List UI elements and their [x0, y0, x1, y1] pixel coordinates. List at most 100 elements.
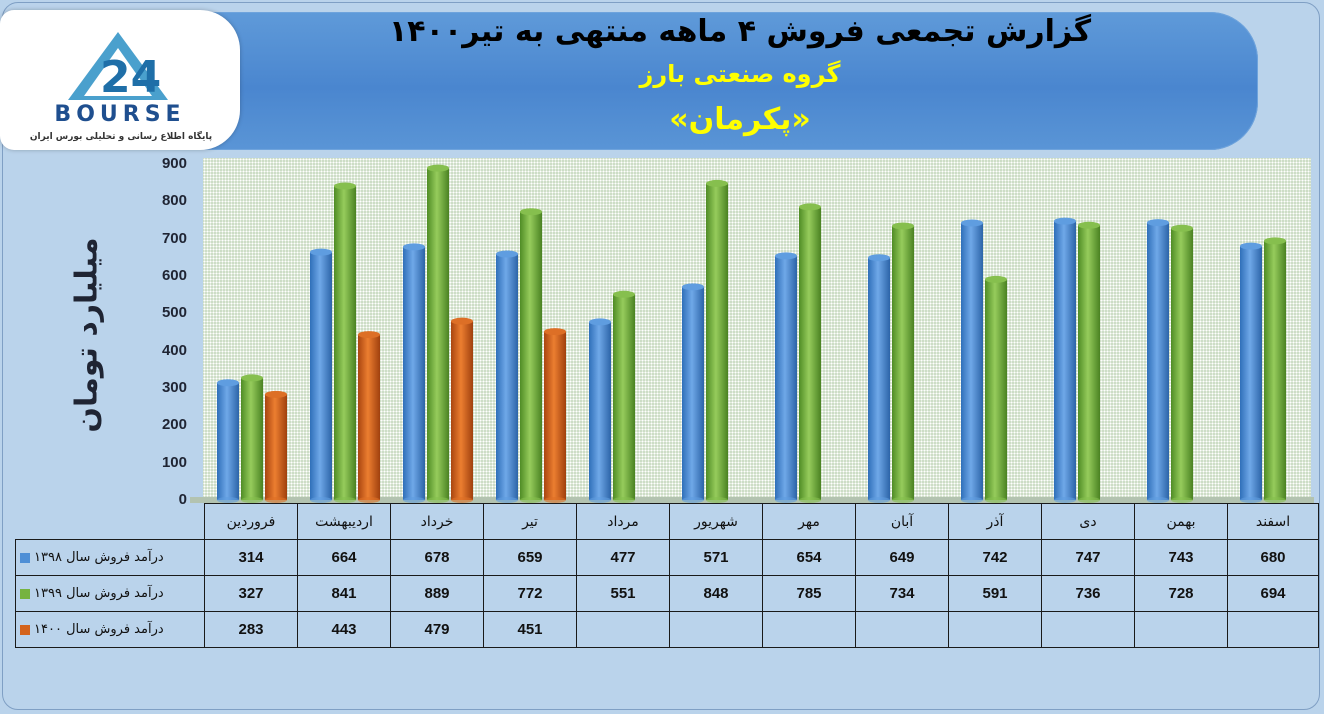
data-label: 551: [576, 575, 670, 612]
data-label: [1041, 611, 1135, 648]
title-banner: [110, 12, 1258, 150]
bar-1399: [1078, 221, 1100, 503]
legend-swatch-icon: [20, 552, 30, 563]
bourse-logo: 24 BOURSE پایگاه اطلاع رسانی و تحلیلی بو…: [0, 10, 240, 150]
legend-swatch-icon: [20, 624, 30, 635]
data-label: 664: [297, 539, 391, 576]
legend-label: درآمد فروش سال ۱۴۰۰: [34, 622, 164, 637]
bar-1400: [544, 328, 566, 503]
bar-1398: [589, 318, 611, 503]
logo-tagline: پایگاه اطلاع رسانی و تحلیلی بورس ایران: [29, 132, 213, 142]
legend-entry: درآمد فروش سال ۱۳۹۹: [15, 575, 205, 612]
legend-label: درآمد فروش سال ۱۳۹۸: [34, 550, 164, 565]
bar-1398: [217, 379, 239, 503]
bar-1399: [520, 208, 542, 503]
data-label: 571: [669, 539, 763, 576]
data-label: 747: [1041, 539, 1135, 576]
data-label: 728: [1134, 575, 1228, 612]
y-tick-label: 500: [161, 304, 187, 322]
data-label: [669, 611, 763, 648]
data-label: 743: [1134, 539, 1228, 576]
table-row: درآمد فروش سال ۱۳۹۹ 327 841 889 772 551 848 785…: [15, 575, 1319, 612]
bar-1398: [1147, 219, 1169, 503]
data-label: [576, 611, 670, 648]
data-label: [855, 611, 949, 648]
bar-1400: [265, 390, 287, 503]
data-label: 327: [204, 575, 298, 612]
y-tick-label: 300: [161, 379, 187, 396]
data-label: 659: [483, 539, 577, 576]
table-corner: [15, 503, 205, 540]
data-label: 680: [1227, 539, 1319, 576]
data-label: 477: [576, 539, 670, 576]
x-tick-label: بهمن: [1134, 503, 1228, 540]
bar-1399: [334, 182, 356, 503]
bar-1398: [496, 250, 518, 503]
data-label: 591: [948, 575, 1042, 612]
data-label: 694: [1227, 575, 1319, 612]
bar-1399: [892, 222, 914, 503]
bar-1399: [1171, 224, 1193, 503]
data-label: 654: [762, 539, 856, 576]
bar-1398: [1240, 242, 1262, 503]
y-tick-label: 700: [161, 229, 187, 247]
bar-1399: [1264, 237, 1286, 503]
bar-1399: [706, 179, 728, 503]
x-tick-label: اردیبهشت: [297, 503, 391, 540]
y-tick-label: 600: [161, 267, 187, 284]
bar-1398: [961, 219, 983, 503]
bar-1399: [985, 275, 1007, 503]
data-label: 734: [855, 575, 949, 612]
legend-swatch-icon: [20, 588, 30, 599]
data-label: 889: [390, 575, 484, 612]
data-label: 848: [669, 575, 763, 612]
bar-1399: [799, 203, 821, 503]
x-tick-label: مرداد: [576, 503, 670, 540]
x-tick-label: اسفند: [1227, 503, 1319, 540]
data-label: 841: [297, 575, 391, 612]
data-label: 742: [948, 539, 1042, 576]
data-label: [1134, 611, 1228, 648]
x-tick-label: مهر: [762, 503, 856, 540]
y-tick-label: 100: [161, 453, 187, 471]
x-tick-label: آبان: [855, 503, 949, 540]
x-tick-label: فروردین: [204, 503, 298, 540]
y-tick-label: 800: [161, 192, 187, 210]
legend-entry: درآمد فروش سال ۱۳۹۸: [15, 539, 205, 576]
chart-subtitle-company: «پکرمان»: [669, 102, 811, 137]
bar-1399: [241, 374, 263, 503]
bar-1398: [868, 254, 890, 503]
table-header-row: فروردین اردیبهشت خرداد تیر مرداد شهریور مهر آبا…: [15, 503, 1319, 540]
chart-subtitle-group: گروه صنعتی بارز: [639, 60, 841, 88]
y-tick-label: 0: [178, 491, 187, 508]
data-label: [948, 611, 1042, 648]
legend-entry: درآمد فروش سال ۱۴۰۰: [15, 611, 205, 648]
x-tick-label: آذر: [948, 503, 1042, 540]
x-tick-label: شهریور: [669, 503, 763, 540]
logo-mark-icon: 24: [68, 32, 168, 103]
data-label: 772: [483, 575, 577, 612]
data-label: 443: [297, 611, 391, 648]
x-tick-label: خرداد: [390, 503, 484, 540]
chart-title: گزارش تجمعی فروش ۴ ماهه منتهی به تیر۱۴۰۰: [388, 14, 1092, 49]
table-row: درآمد فروش سال ۱۳۹۸ 314 664 678 659 477 571 654…: [15, 539, 1319, 576]
chart-floor: [190, 497, 1314, 503]
y-tick-label: 200: [161, 416, 187, 434]
x-tick-label: دی: [1041, 503, 1135, 540]
table-row: درآمد فروش سال ۱۴۰۰ 283 443 479 451: [15, 611, 1319, 648]
data-label: 451: [483, 611, 577, 648]
data-label: [762, 611, 856, 648]
data-label: [1227, 611, 1319, 648]
y-tick-label: 900: [161, 155, 187, 172]
legend-label: درآمد فروش سال ۱۳۹۹: [34, 586, 164, 601]
data-label: 283: [204, 611, 298, 648]
data-label: 314: [204, 539, 298, 576]
bar-1398: [310, 248, 332, 503]
bar-1399: [427, 164, 449, 503]
bar-1398: [403, 243, 425, 503]
svg-text:24: 24: [100, 52, 161, 103]
data-label: 479: [390, 611, 484, 648]
bar-1398: [775, 252, 797, 503]
